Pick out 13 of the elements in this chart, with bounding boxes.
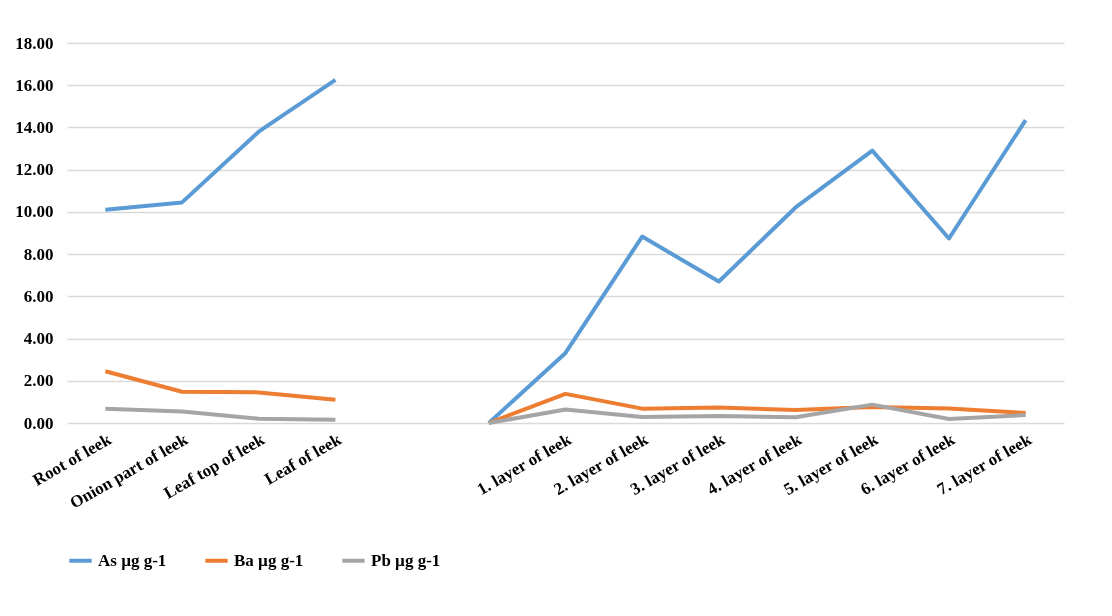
y-tick-label: 8.00	[23, 244, 54, 264]
legend-label: As µg g-1	[98, 550, 167, 570]
y-tick-label: 2.00	[23, 371, 54, 391]
y-tick-label: 14.00	[15, 117, 54, 137]
y-tick-label: 6.00	[23, 286, 54, 306]
y-tick-label: 18.00	[15, 33, 54, 53]
y-tick-label: 0.00	[23, 413, 54, 433]
y-tick-label: 4.00	[23, 329, 54, 349]
y-tick-label: 12.00	[15, 160, 54, 180]
legend-label: Pb µg g-1	[371, 550, 441, 570]
y-tick-label: 10.00	[15, 202, 54, 222]
legend-label: Ba µg g-1	[234, 550, 304, 570]
y-tick-label: 16.00	[15, 75, 54, 95]
